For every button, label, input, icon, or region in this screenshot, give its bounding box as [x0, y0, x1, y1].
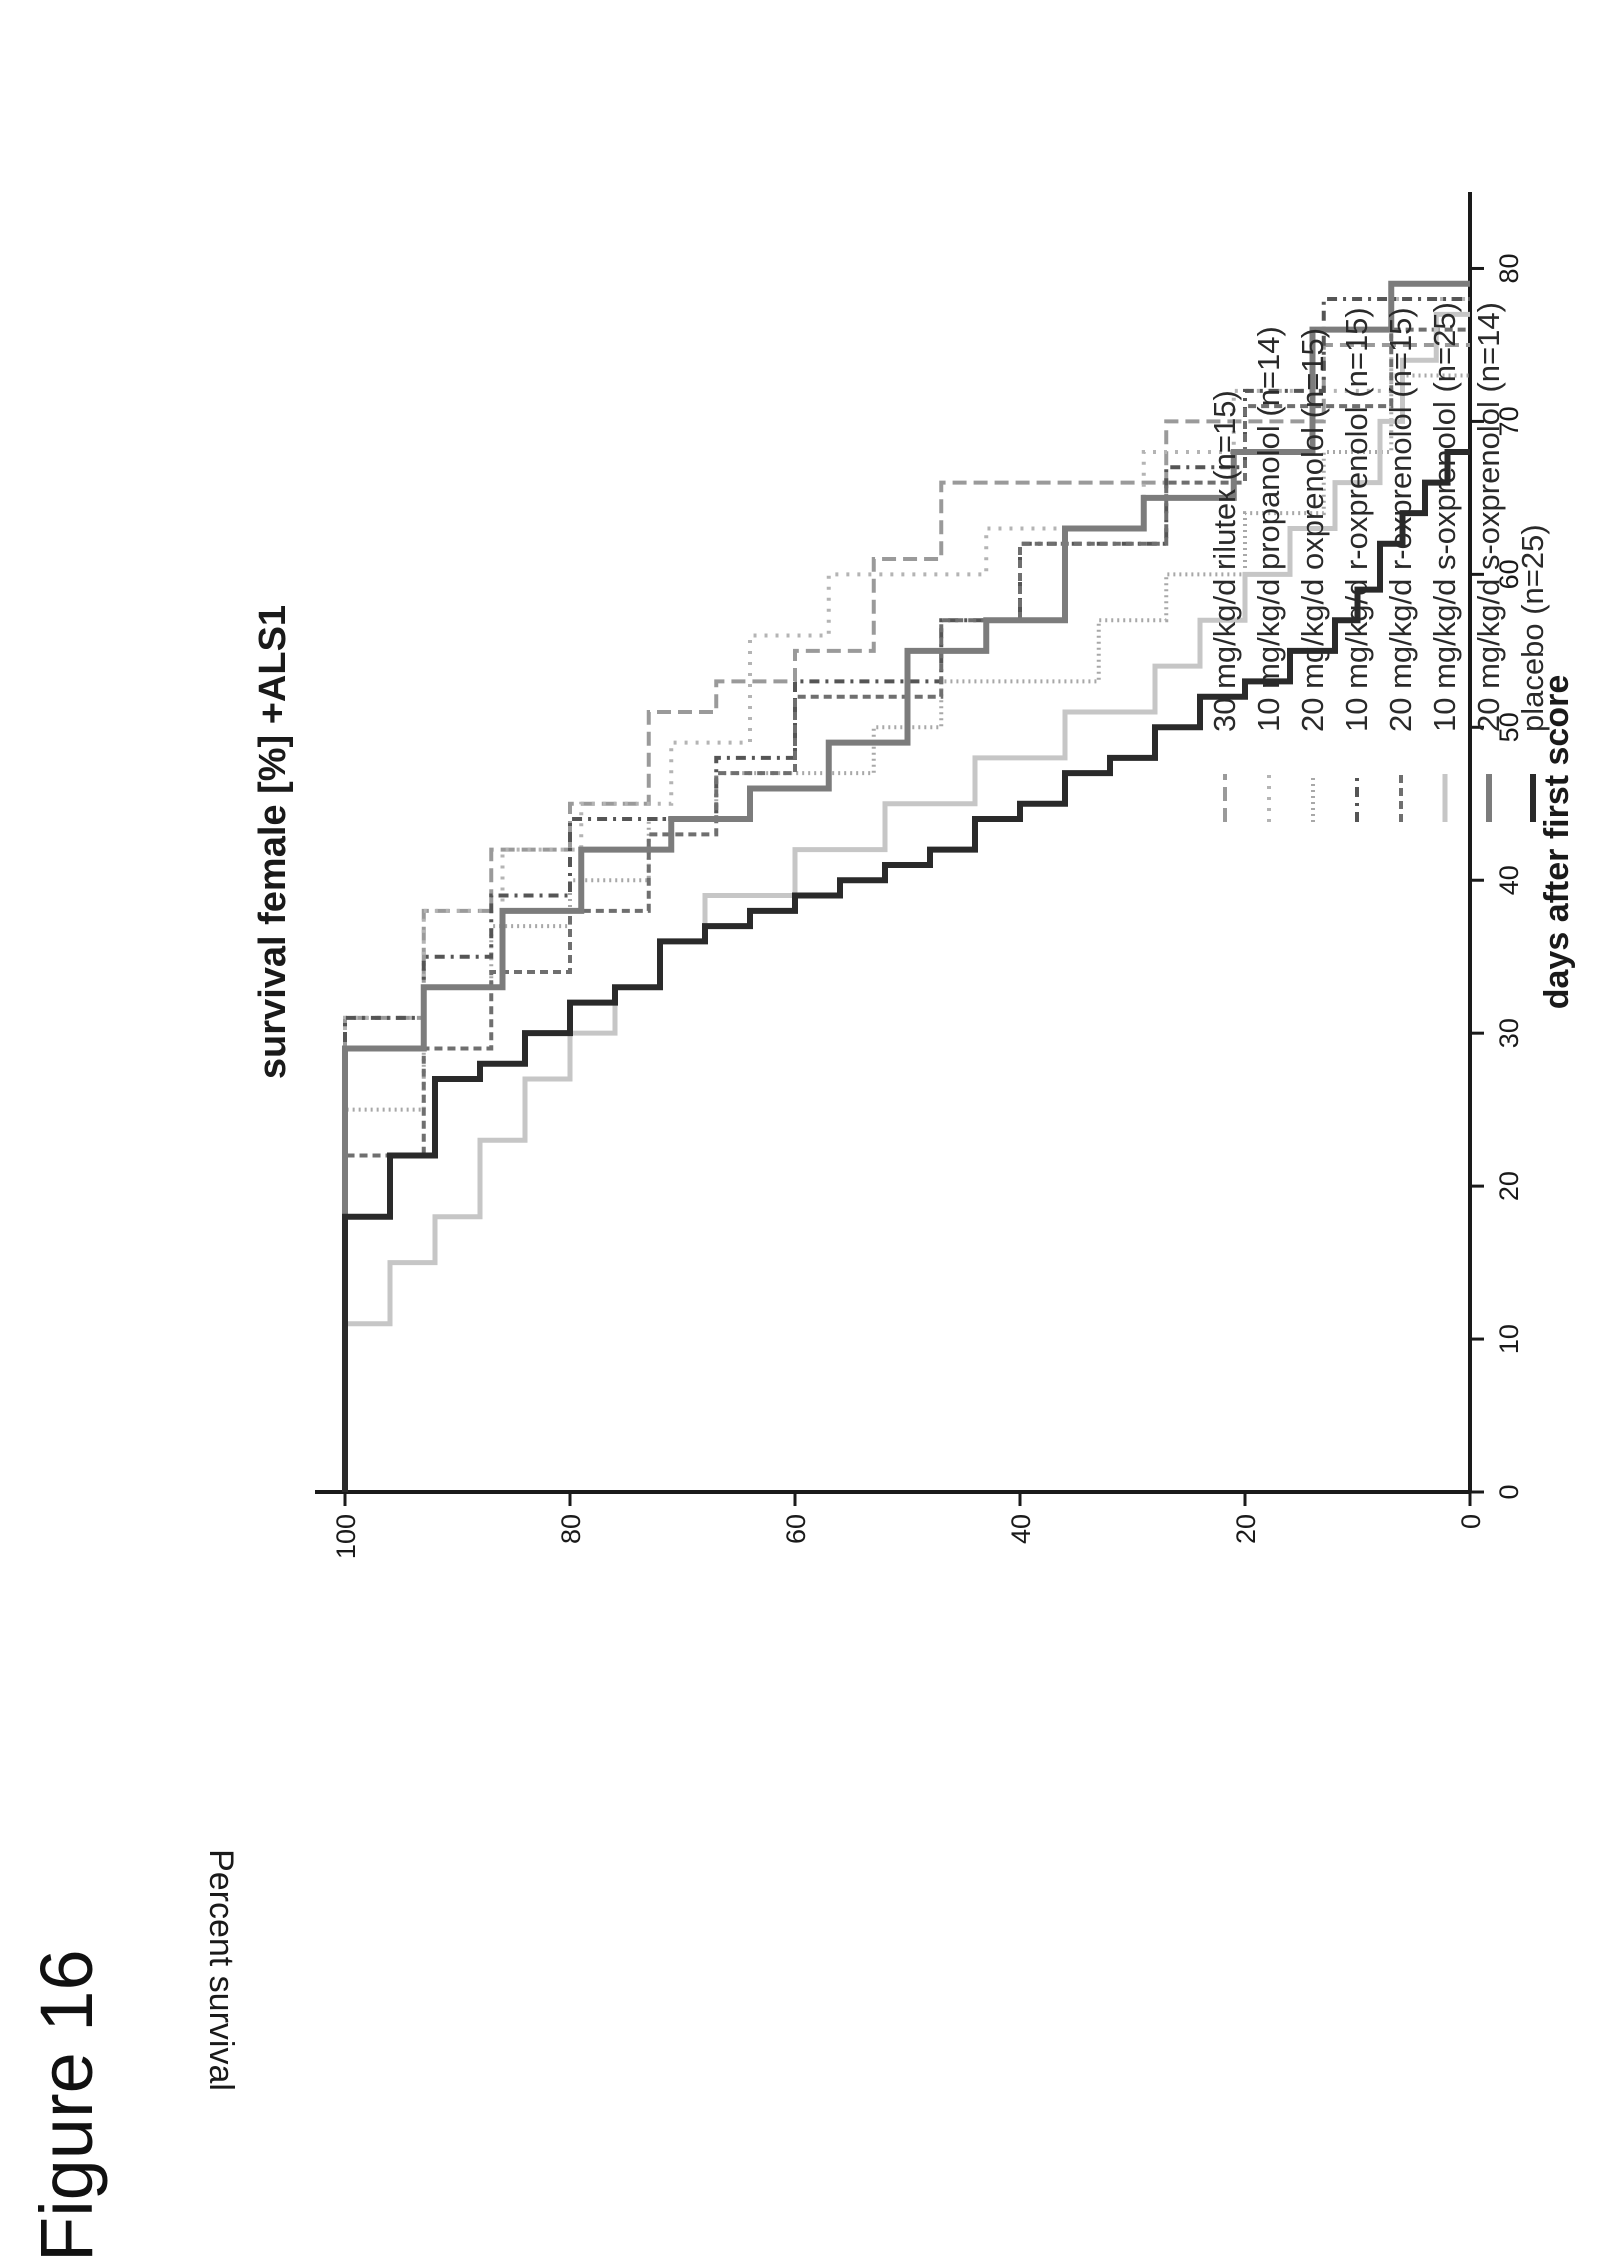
x-tick-label: 40: [1494, 865, 1524, 895]
series-line: [342, 311, 1470, 1492]
legend-label: 10 mg/kg/d propanolol (n=14): [1251, 326, 1286, 732]
series-line: [343, 327, 1470, 1492]
x-tick-label: 80: [1494, 253, 1524, 283]
series-line: [343, 297, 1470, 1492]
series-line: [342, 280, 1470, 1492]
x-axis-label: days after first score: [1538, 675, 1576, 1010]
y-tick-label: 100: [331, 1514, 361, 1559]
series-line: [342, 449, 1470, 1492]
x-axis-ticks: 0 10 20 30 40 50 60 70 80: [1470, 253, 1524, 1500]
x-tick-label: 20: [1494, 1171, 1524, 1201]
y-tick-label: 0: [1456, 1514, 1486, 1529]
legend-label: 10 mg/kg/d s-oxprenolol (n=25): [1427, 302, 1462, 732]
y-axis-ticks: 0 20 40 60 80 100: [331, 1492, 1486, 1559]
x-tick-label: 50: [1494, 712, 1524, 742]
y-tick-label: 80: [556, 1514, 586, 1544]
x-tick-label: 30: [1494, 1018, 1524, 1048]
legend-label: 10 mg/kg/d r-oxprenolol (n=15): [1339, 307, 1374, 732]
legend: 30 mg/kg/d riluteк (n=15) 10 mg/kg/d prop…: [1207, 302, 1550, 822]
legend-label: 20 mg/kg/d s-oxprenolol (n=14): [1471, 302, 1506, 732]
x-tick-label: 60: [1494, 559, 1524, 589]
y-tick-label: 40: [1006, 1514, 1036, 1544]
legend-label: 20 mg/kg/d oxprenolol (n=15): [1295, 328, 1330, 732]
y-tick-label: 20: [1231, 1514, 1261, 1544]
x-tick-label: 10: [1494, 1324, 1524, 1354]
chart-title: survival female [%] +ALS1: [252, 605, 294, 1079]
legend-label: 20 mg/kg/d r-oxprenolol (n=15): [1383, 307, 1418, 732]
legend-label: placebo (n=25): [1515, 524, 1550, 732]
y-tick-label: 60: [781, 1514, 811, 1544]
axes: [315, 192, 1472, 1494]
y-axis-label: Percent survival: [202, 1849, 240, 2091]
legend-label: 30 mg/kg/d riluteк (n=15): [1207, 390, 1242, 732]
survival-curves: [342, 280, 1470, 1492]
x-tick-label: 0: [1494, 1484, 1524, 1499]
x-tick-label: 70: [1494, 406, 1524, 436]
